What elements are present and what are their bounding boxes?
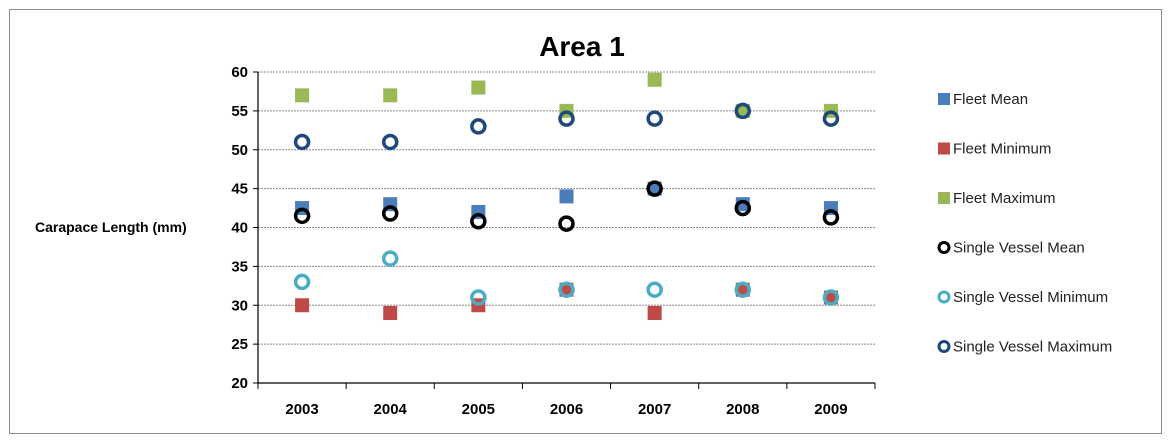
single-vessel-mean-point xyxy=(470,213,487,230)
legend-label-fleet-mean: Fleet Mean xyxy=(953,91,1028,108)
legend-label-fleet-minimum: Fleet Minimum xyxy=(953,141,1051,158)
single-vessel-mean-point xyxy=(293,207,311,225)
y-tick-label: 20 xyxy=(231,375,248,392)
legend-marker-single-vessel-maximum xyxy=(937,340,951,353)
y-tick-label: 30 xyxy=(231,297,248,314)
single-vessel-maximum-point xyxy=(646,110,663,127)
fleet-maximum-point xyxy=(647,72,662,87)
single-vessel-mean-point xyxy=(822,209,840,226)
y-axis-label: Carapace Length (mm) xyxy=(35,219,187,235)
y-tick-label: 35 xyxy=(231,258,248,275)
single-vessel-maximum-point xyxy=(822,110,840,127)
single-vessel-mean-point xyxy=(558,215,575,232)
single-vessel-mean-point xyxy=(381,205,399,222)
y-tick-label: 45 xyxy=(231,181,248,198)
legend-label-single-vessel-maximum: Single Vessel Maximum xyxy=(953,339,1112,356)
fleet-minimum-point xyxy=(383,306,398,321)
x-tick-label: 2003 xyxy=(285,401,318,418)
legend-label-fleet-maximum: Fleet Maximum xyxy=(953,190,1056,207)
fleet-maximum-point xyxy=(295,88,310,103)
legend-label-single-vessel-mean: Single Vessel Mean xyxy=(953,240,1085,257)
chart-title: Area 1 xyxy=(539,31,625,62)
single-vessel-minimum-point xyxy=(734,281,752,298)
fleet-maximum-point xyxy=(471,80,486,95)
data-points xyxy=(293,72,840,321)
single-vessel-minimum-point xyxy=(646,281,663,298)
x-tick-label: 2007 xyxy=(638,401,671,418)
tick-labels: 20 25 30 35 40 45 50 55 60 2003 2004 2005 2006 2007 20… xyxy=(231,64,847,418)
single-vessel-maximum-point xyxy=(381,133,399,151)
single-vessel-minimum-point xyxy=(822,289,840,306)
fleet-minimum-point xyxy=(295,298,310,313)
fleet-maximum-point xyxy=(383,88,398,103)
legend-label-single-vessel-minimum: Single Vessel Minimum xyxy=(953,289,1108,306)
single-vessel-mean-point xyxy=(646,180,663,197)
legend-marker-fleet-minimum xyxy=(938,142,950,155)
axes xyxy=(253,71,876,389)
x-tick-label: 2008 xyxy=(726,401,759,418)
y-tick-label: 55 xyxy=(231,103,248,120)
single-vessel-minimum-point xyxy=(470,289,487,306)
gridlines xyxy=(258,71,875,345)
single-vessel-minimum-point xyxy=(293,273,311,291)
legend: Fleet Mean Fleet Minimum Fleet Maximum Sing… xyxy=(937,91,1112,356)
fleet-mean-point xyxy=(559,189,574,204)
y-tick-label: 25 xyxy=(231,336,248,353)
single-vessel-maximum-point xyxy=(558,110,575,127)
single-vessel-maximum-point xyxy=(470,118,487,135)
y-tick-label: 60 xyxy=(231,64,248,81)
single-vessel-minimum-point xyxy=(558,281,575,298)
y-tick-label: 40 xyxy=(231,220,248,237)
x-tick-label: 2009 xyxy=(814,401,847,418)
single-vessel-minimum-point xyxy=(381,250,399,267)
single-vessel-mean-point xyxy=(734,199,752,217)
x-tick-label: 2004 xyxy=(374,401,408,418)
single-vessel-maximum-point xyxy=(293,133,311,151)
fleet-minimum-point xyxy=(647,306,662,321)
legend-marker-single-vessel-minimum xyxy=(937,290,951,304)
x-tick-label: 2006 xyxy=(550,401,583,418)
single-vessel-maximum-point xyxy=(734,102,752,120)
legend-marker-single-vessel-mean xyxy=(937,241,951,254)
legend-marker-fleet-maximum xyxy=(938,192,950,204)
chart-frame xyxy=(9,9,1162,434)
x-tick-label: 2005 xyxy=(462,401,495,418)
y-tick-label: 50 xyxy=(231,142,248,159)
legend-marker-fleet-mean xyxy=(938,93,950,105)
